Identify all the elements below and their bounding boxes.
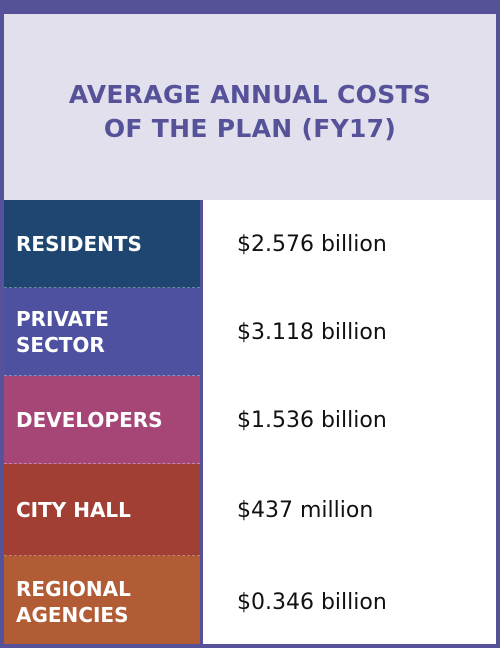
row-label-private-sector: PRIVATE SECTOR [4, 288, 200, 376]
row-label-regional-agencies: REGIONAL AGENCIES [4, 556, 200, 644]
row-value-regional-agencies: $0.346 billion [200, 556, 496, 644]
cost-rows: RESIDENTS $2.576 billion PRIVATE SECTOR … [4, 200, 496, 644]
label-line-2: SECTOR [16, 332, 105, 357]
label-line-1: RESIDENTS [16, 231, 142, 256]
row-regional-agencies: REGIONAL AGENCIES $0.346 billion [4, 556, 496, 644]
table-header: AVERAGE ANNUAL COSTS OF THE PLAN (FY17) [4, 14, 496, 200]
row-residents: RESIDENTS $2.576 billion [4, 200, 496, 288]
row-label-developers: DEVELOPERS [4, 376, 200, 464]
title-line-2: OF THE PLAN (FY17) [103, 114, 397, 143]
row-label-city-hall: CITY HALL [4, 464, 200, 556]
title-line-1: AVERAGE ANNUAL COSTS [68, 80, 432, 109]
row-developers: DEVELOPERS $1.536 billion [4, 376, 496, 464]
row-value-city-hall: $437 million [200, 464, 496, 556]
label-line-1: PRIVATE [16, 306, 109, 331]
row-label-residents: RESIDENTS [4, 200, 200, 288]
label-line-2: AGENCIES [16, 602, 129, 627]
label-line-1: DEVELOPERS [16, 407, 163, 432]
row-city-hall: CITY HALL $437 million [4, 464, 496, 556]
row-value-developers: $1.536 billion [200, 376, 496, 464]
row-value-residents: $2.576 billion [200, 200, 496, 288]
row-value-private-sector: $3.118 billion [200, 288, 496, 376]
label-line-1: REGIONAL [16, 576, 131, 601]
label-line-1: CITY HALL [16, 497, 131, 522]
table-title: AVERAGE ANNUAL COSTS OF THE PLAN (FY17) [69, 68, 431, 146]
row-private-sector: PRIVATE SECTOR $3.118 billion [4, 288, 496, 376]
